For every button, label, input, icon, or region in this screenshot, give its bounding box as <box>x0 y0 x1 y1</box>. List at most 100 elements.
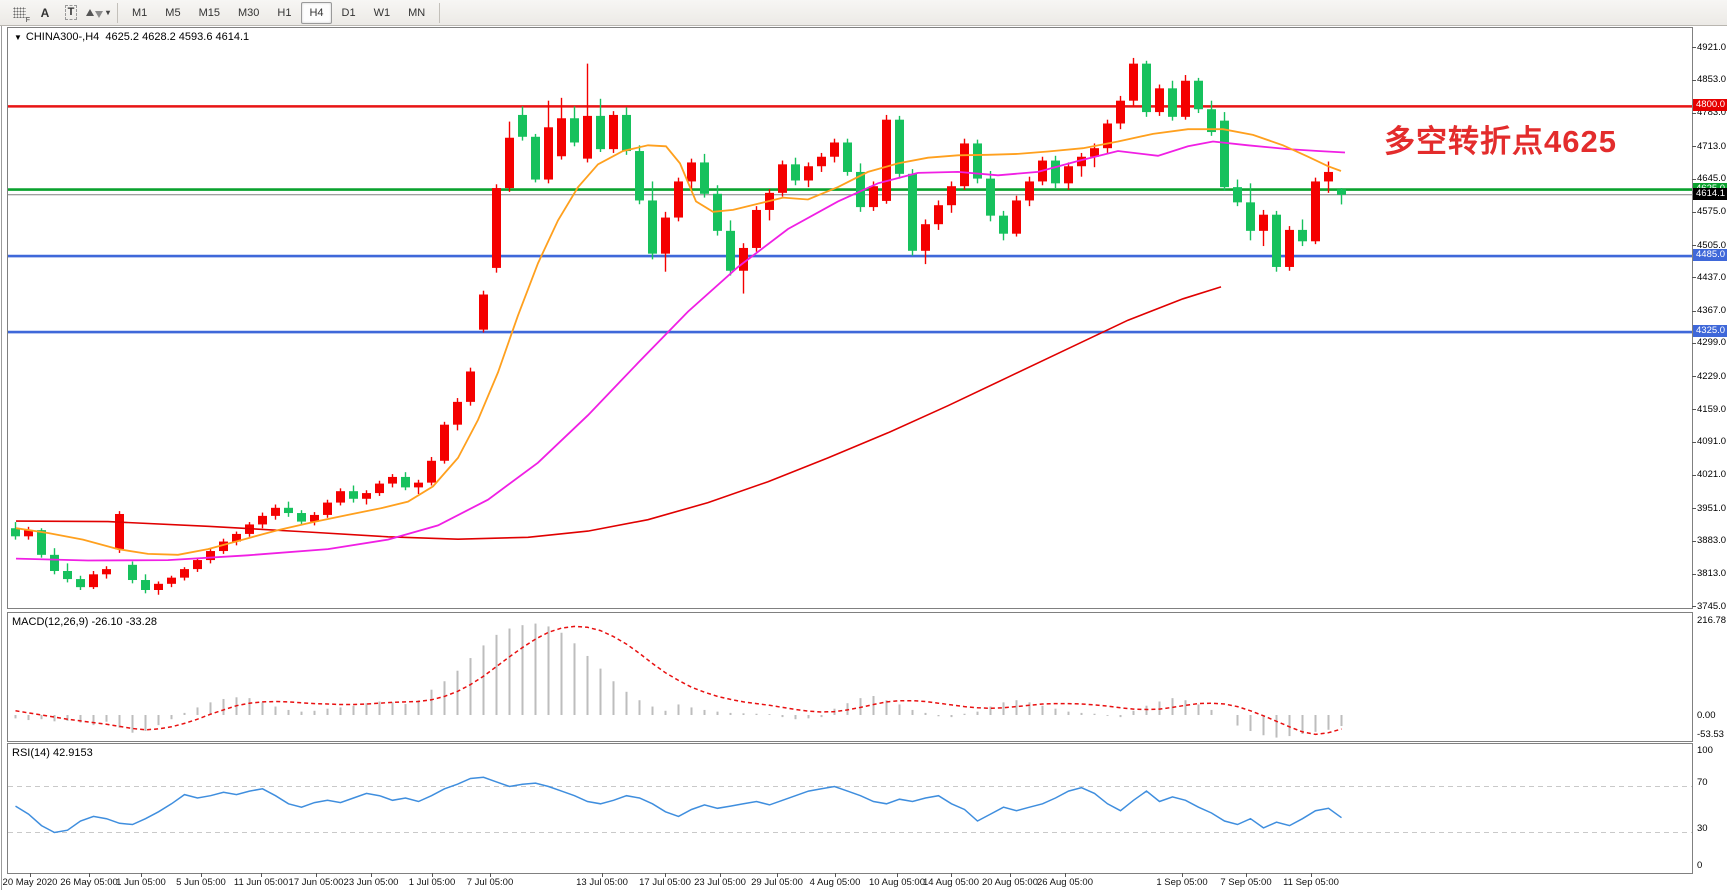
time-axis-label: 7 Sep 05:00 <box>1220 877 1272 888</box>
price-axis-tick <box>1692 508 1696 510</box>
time-axis-tick <box>261 873 262 877</box>
time-axis-label: 29 Jul 05:00 <box>751 877 803 888</box>
tick-grid-label: F <box>25 16 30 24</box>
rsi-value: 42.9153 <box>52 747 93 759</box>
rsi-panel[interactable] <box>7 743 1693 874</box>
symbol-dropdown-icon[interactable]: ▼ <box>14 33 22 42</box>
toolbar-separator <box>117 2 119 23</box>
timeframe-button-m5[interactable]: M5 <box>165 6 181 19</box>
price-axis-label: 4853.0 <box>1697 74 1727 86</box>
text-label-button[interactable]: T <box>59 2 83 24</box>
price-axis-tick <box>1692 376 1696 378</box>
price-axis-label: 4299.0 <box>1697 337 1727 349</box>
insert-arrow-button[interactable]: A <box>33 2 57 24</box>
price-axis-tick <box>1692 211 1696 213</box>
price-axis-tick <box>1692 409 1696 411</box>
time-axis-label: 20 May 2020 <box>2 877 58 888</box>
timeframe-button-m30[interactable]: M30 <box>237 6 260 19</box>
price-axis-tick <box>1692 245 1696 247</box>
timeframe-button-w1[interactable]: W1 <box>373 6 391 19</box>
price-axis-tick <box>1692 277 1696 279</box>
price-axis-label: 4505.0 <box>1697 239 1727 251</box>
time-axis-label: 14 Aug 05:00 <box>923 877 979 888</box>
time-axis-label: 23 Jun 05:00 <box>343 877 399 888</box>
time-axis-tick <box>897 873 898 877</box>
main-chart-canvas[interactable] <box>8 28 1692 608</box>
time-axis-tick <box>777 873 778 877</box>
price-axis-tick <box>1692 47 1696 49</box>
rsi-axis-label: 0 <box>1697 860 1703 871</box>
price-axis-tick <box>1692 342 1696 344</box>
time-axis-label: 11 Jun 05:00 <box>233 877 289 888</box>
price-axis[interactable] <box>1693 26 1727 874</box>
timeframe-button-h4[interactable]: H4 <box>301 1 332 24</box>
price-axis-label: 4021.0 <box>1697 469 1727 481</box>
price-axis-label: 4437.0 <box>1697 271 1727 283</box>
rsi-axis-label: 100 <box>1697 745 1713 756</box>
shapes-button[interactable]: ▾ <box>85 2 111 24</box>
time-axis-label: 4 Aug 05:00 <box>809 877 861 888</box>
timeframe-button-d1[interactable]: D1 <box>341 6 356 19</box>
time-axis-tick <box>432 873 433 877</box>
tick-grid-icon[interactable]: F <box>7 2 31 24</box>
timeframe-button-m1[interactable]: M1 <box>132 6 148 19</box>
toolbar-separator <box>439 2 441 23</box>
chart-title: ▼ CHINA300-,H4 4625.2 4628.2 4593.6 4614.… <box>14 31 249 43</box>
macd-axis-label: 216.78 <box>1697 615 1727 626</box>
price-axis-label: 4091.0 <box>1697 436 1727 448</box>
timeframe-button-h1[interactable]: H1 <box>277 6 292 19</box>
time-axis-label: 1 Jun 05:00 <box>116 877 166 888</box>
price-axis-tick <box>1692 146 1696 148</box>
price-axis-label: 4229.0 <box>1697 370 1727 382</box>
macd-indicator-label: MACD(12,26,9) -26.10 -33.28 <box>12 616 157 628</box>
chevron-down-icon: ▾ <box>106 8 111 17</box>
price-axis-label: 3951.0 <box>1697 502 1727 514</box>
letter-a-icon: A <box>40 5 50 20</box>
ohlc-readout: 4625.2 4628.2 4593.6 4614.1 <box>105 31 250 43</box>
timeframe-button-mn[interactable]: MN <box>408 6 426 19</box>
time-axis-tick <box>835 873 836 877</box>
time-axis-label: 1 Jul 05:00 <box>408 877 456 888</box>
rsi-canvas[interactable] <box>8 744 1692 873</box>
price-axis-tick <box>1692 573 1696 575</box>
time-axis-tick <box>141 873 142 877</box>
macd-name: MACD(12,26,9) <box>12 616 89 628</box>
chart-annotation-text[interactable]: 多空转折点4625 <box>1384 124 1617 159</box>
dots-grid-icon <box>12 7 26 18</box>
price-axis-tick <box>1692 606 1696 608</box>
time-axis-label: 1 Sep 05:00 <box>1156 877 1208 888</box>
symbol-name: CHINA300-,H4 <box>25 31 100 43</box>
time-axis-tick <box>951 873 952 877</box>
time-axis-label: 11 Sep 05:00 <box>1283 877 1339 888</box>
price-axis-label: 4367.0 <box>1697 305 1727 317</box>
price-axis-label: 4783.0 <box>1697 107 1727 119</box>
time-axis-tick <box>490 873 491 877</box>
time-axis-tick <box>1182 873 1183 877</box>
macd-main-value: -26.10 <box>91 616 123 628</box>
price-badge-4800.0: 4800.0 <box>1693 99 1727 112</box>
time-axis-tick <box>1246 873 1247 877</box>
macd-panel[interactable] <box>7 612 1693 742</box>
time-axis-tick <box>316 873 317 877</box>
macd-axis-label: 0.00 <box>1697 710 1716 721</box>
price-axis-label: 3745.0 <box>1697 600 1727 612</box>
macd-axis-label: -53.53 <box>1697 729 1724 740</box>
main-chart-panel[interactable] <box>7 27 1693 609</box>
time-axis-tick <box>371 873 372 877</box>
price-badge-4614.1: 4614.1 <box>1693 187 1727 200</box>
time-axis-tick <box>30 873 31 877</box>
macd-canvas[interactable] <box>8 613 1692 741</box>
letter-t-icon: T <box>64 5 78 20</box>
time-axis-label: 5 Jun 05:00 <box>176 877 226 888</box>
time-axis-tick <box>665 873 666 877</box>
time-axis-tick <box>201 873 202 877</box>
time-axis-label: 13 Jul 05:00 <box>576 877 628 888</box>
timeframe-button-m15[interactable]: M15 <box>198 6 220 19</box>
triangle-up-icon <box>86 9 94 16</box>
price-badge-4325.0: 4325.0 <box>1693 325 1727 338</box>
time-axis-tick <box>89 873 90 877</box>
time-axis-label: 7 Jul 05:00 <box>466 877 514 888</box>
toolbar: F A T ▾ M1 M5 M15 M30 H1 H4 D1 W1 MN <box>0 0 1727 26</box>
triangle-down-icon <box>95 11 103 18</box>
rsi-name: RSI(14) <box>12 747 50 759</box>
